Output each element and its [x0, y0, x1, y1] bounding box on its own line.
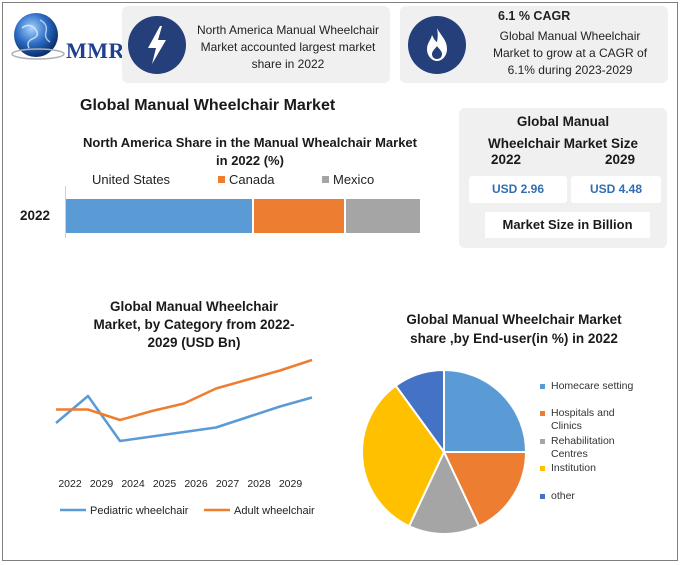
lightning-icon [148, 26, 166, 64]
cagr-card: 6.1 % CAGR Global Manual Wheelchair Mark… [400, 6, 668, 83]
market-size-value-2022: USD 2.96 [469, 176, 567, 203]
bar-segment-united-states [66, 199, 252, 233]
market-size-value-2029: USD 4.48 [571, 176, 661, 203]
market-size-panel: Global Manual Wheelchair Market Size 202… [459, 108, 667, 248]
pie-legend-swatch [540, 439, 545, 444]
lightning-badge [128, 16, 186, 74]
bar-axis [65, 186, 66, 238]
pie-slice-institution [361, 384, 446, 528]
line-legend-label: Adult wheelchair [234, 505, 315, 517]
legend-mexico: Mexico [322, 172, 374, 187]
flame-icon [427, 28, 447, 61]
pie-chart [361, 368, 528, 536]
market-size-year-2029: 2029 [605, 152, 636, 167]
pie-legend-swatch [540, 411, 545, 416]
mmr-logo: MMR [10, 8, 124, 66]
line-chart-title: Global Manual Wheelchair Market, by Cate… [93, 299, 295, 350]
pie-chart-title: Global Manual Wheelchair Market share ,b… [406, 312, 622, 346]
bar-segment-canada [253, 199, 344, 233]
x-tick-label: 2028 [247, 478, 271, 490]
legend-mexico-swatch [322, 176, 329, 183]
market-size-unit: Market Size in Billion [485, 212, 650, 238]
legend-canada: Canada [218, 172, 275, 187]
pie-slice-hospitals-and-clinics [442, 451, 528, 528]
pie-slice-homecare-setting [443, 368, 528, 453]
globe-icon [11, 13, 65, 60]
bar-segment-mexico [345, 199, 420, 233]
x-tick-label: 2026 [184, 478, 208, 490]
line-series-pediatric [55, 394, 313, 443]
cagr-title: 6.1 % CAGR [498, 9, 571, 23]
pie-slice-other [394, 368, 445, 456]
market-size-year-2022: 2022 [491, 152, 522, 167]
bar-category-label: 2022 [20, 208, 51, 223]
bar-chart-title: North America Share in the Manual Whealc… [83, 135, 417, 168]
logo-text: MMR [66, 38, 125, 63]
x-tick-label: 2029 [90, 478, 114, 490]
main-title: Global Manual Wheelchair Market [80, 97, 336, 114]
pie-legend-swatch [540, 494, 545, 499]
x-tick-label: 2029 [279, 478, 303, 490]
pie-slice-rehabilitation-centres [407, 449, 481, 536]
legend-canada-swatch [218, 176, 225, 183]
north-america-text: North America Manual Wheelchair Market a… [196, 23, 380, 71]
flame-badge [408, 16, 466, 74]
line-legend-label: Pediatric wheelchair [90, 505, 189, 517]
x-tick-label: 2022 [58, 478, 82, 490]
x-tick-label: 2024 [121, 478, 145, 490]
north-america-card: North America Manual Wheelchair Market a… [122, 6, 390, 83]
pie-legend-swatch [540, 384, 545, 389]
x-tick-label: 2027 [216, 478, 240, 490]
market-size-title: Global Manual Wheelchair Market Size [487, 114, 639, 151]
cagr-text: Global Manual Wheelchair Market to grow … [492, 29, 648, 77]
line-series-adult [56, 358, 313, 422]
line-chart: 2022 2029 2024 2025 2026 2027 2028 2029 Pediatri… [55, 358, 315, 517]
pie-legend-swatch [540, 466, 545, 471]
legend-united-states: United States [92, 172, 171, 187]
x-tick-label: 2025 [153, 478, 177, 490]
